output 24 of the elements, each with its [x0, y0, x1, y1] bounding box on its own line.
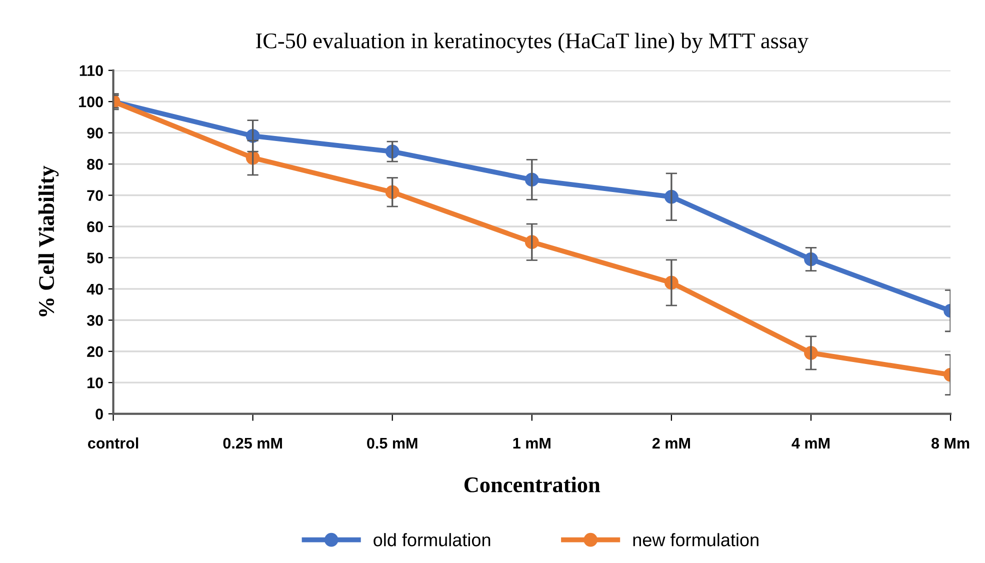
y-tick-label: 50 — [87, 252, 103, 264]
chart-title: IC-50 evaluation in keratinocytes (HaCaT line) by MTT assay — [256, 32, 808, 53]
y-axis-title: % Cell Viability — [38, 166, 59, 316]
x-tick-label: 0.25 mM — [223, 438, 282, 449]
x-tick-label: 0.5 mM — [367, 438, 418, 449]
x-tick-label: 4 mM — [792, 438, 830, 448]
y-tick-label: 100 — [79, 96, 103, 108]
legend-label: new formulation — [633, 533, 758, 546]
x-tick-label: 8 Mm — [931, 438, 970, 449]
y-tick-label: 90 — [87, 128, 103, 139]
y-tick-label: 80 — [87, 158, 103, 170]
y-tick-label: 110 — [80, 65, 103, 76]
x-axis-title: Concentration — [464, 476, 600, 492]
x-tick-label: control — [88, 437, 138, 449]
x-tick-label: 1 mM — [513, 438, 550, 448]
legend-label: old formulation — [374, 533, 490, 546]
y-tick-label: 60 — [87, 221, 103, 232]
y-tick-label: 70 — [87, 190, 103, 201]
y-tick-label: 30 — [86, 315, 103, 326]
x-tick-label: 2 mM — [652, 438, 690, 448]
y-tick-label: 10 — [88, 377, 103, 388]
y-tick-label: 40 — [86, 284, 103, 295]
y-tick-label: 20 — [87, 346, 103, 358]
y-tick-label: 0 — [96, 408, 103, 420]
